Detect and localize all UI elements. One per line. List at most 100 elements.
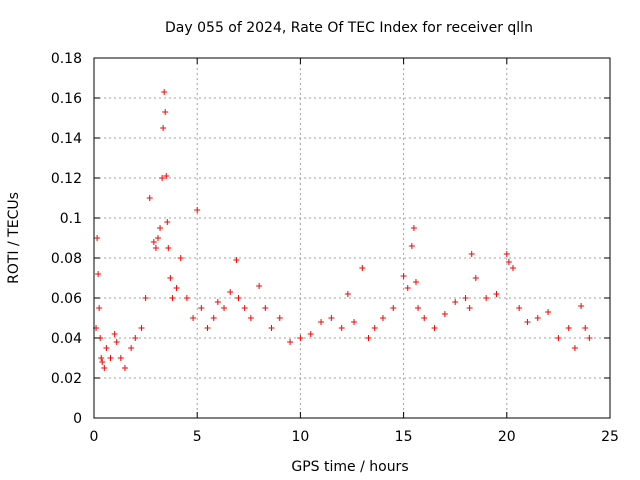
data-point xyxy=(318,319,325,325)
data-point xyxy=(390,305,397,311)
data-point xyxy=(400,273,407,279)
data-point xyxy=(107,355,114,361)
data-points xyxy=(93,89,593,371)
y-tick-label: 0.14 xyxy=(51,131,82,147)
y-tick-label: 0.1 xyxy=(60,211,82,227)
data-point xyxy=(565,325,572,331)
data-point xyxy=(371,325,378,331)
x-tick-labels: 0 5 10 15 20 25 xyxy=(90,429,619,445)
data-point xyxy=(404,285,411,291)
x-tick-label: 20 xyxy=(498,429,516,445)
data-point xyxy=(164,219,171,225)
data-point xyxy=(268,325,275,331)
data-point xyxy=(493,291,500,297)
x-tick-label: 15 xyxy=(395,429,413,445)
data-point xyxy=(571,345,578,351)
data-point xyxy=(241,305,248,311)
data-point xyxy=(472,275,479,281)
data-point xyxy=(516,305,523,311)
data-point xyxy=(365,335,372,341)
data-point xyxy=(103,345,110,351)
data-point xyxy=(410,225,417,231)
data-point xyxy=(578,303,585,309)
data-point xyxy=(113,339,120,345)
data-point xyxy=(483,295,490,301)
y-tick-label: 0.06 xyxy=(51,291,82,307)
data-point xyxy=(194,207,201,213)
data-point xyxy=(328,315,335,321)
data-point xyxy=(173,285,180,291)
data-point xyxy=(582,325,589,331)
data-point xyxy=(287,339,294,345)
plot-frame xyxy=(93,57,611,419)
data-point xyxy=(138,325,145,331)
data-point xyxy=(167,275,174,281)
grid-lines xyxy=(94,58,610,418)
data-point xyxy=(233,257,240,263)
y-tick-label: 0 xyxy=(73,411,82,427)
data-point xyxy=(169,295,176,301)
data-point xyxy=(545,309,552,315)
data-point xyxy=(524,319,531,325)
data-point xyxy=(214,299,221,305)
data-point xyxy=(190,315,197,321)
data-point xyxy=(150,239,157,245)
data-point xyxy=(121,365,128,371)
data-point xyxy=(468,251,475,257)
data-point xyxy=(441,311,448,317)
data-point xyxy=(586,335,593,341)
data-point xyxy=(117,355,124,361)
data-point xyxy=(359,265,366,271)
data-point xyxy=(297,335,304,341)
data-point xyxy=(503,251,510,257)
chart-title: Day 055 of 2024, Rate Of TEC Index for r… xyxy=(165,20,533,36)
data-point xyxy=(154,235,161,241)
data-point xyxy=(157,225,164,231)
data-point xyxy=(99,359,106,365)
data-point xyxy=(408,243,415,249)
y-tick-label: 0.16 xyxy=(51,91,82,107)
data-point xyxy=(466,305,473,311)
data-point xyxy=(165,245,172,251)
data-point xyxy=(221,305,228,311)
x-tick-label: 5 xyxy=(193,429,202,445)
y-tick-label: 0.08 xyxy=(51,251,82,267)
y-tick-label: 0.02 xyxy=(51,371,82,387)
data-point xyxy=(379,315,386,321)
data-point xyxy=(210,315,217,321)
y-tick-labels: 0 0.02 0.04 0.06 0.08 0.1 0.12 0.14 0.16 0.18 xyxy=(51,51,82,427)
data-point xyxy=(555,335,562,341)
data-point xyxy=(98,355,105,361)
x-tick-label: 0 xyxy=(90,429,99,445)
data-point xyxy=(415,305,422,311)
data-point xyxy=(421,315,428,321)
axis-ticks xyxy=(93,57,611,419)
data-point xyxy=(161,89,168,95)
data-point xyxy=(160,125,167,131)
data-point xyxy=(146,195,153,201)
data-point xyxy=(227,289,234,295)
y-axis-label: ROTI / TECUs xyxy=(6,192,22,284)
data-point xyxy=(235,295,242,301)
data-point xyxy=(142,295,149,301)
y-tick-label: 0.04 xyxy=(51,331,82,347)
data-point xyxy=(338,325,345,331)
data-point xyxy=(128,345,135,351)
data-point xyxy=(276,315,283,321)
data-point xyxy=(247,315,254,321)
data-point xyxy=(307,331,314,337)
x-tick-label: 25 xyxy=(601,429,619,445)
data-point xyxy=(159,175,166,181)
data-point xyxy=(198,305,205,311)
y-tick-label: 0.18 xyxy=(51,51,82,67)
data-point xyxy=(183,295,190,301)
data-point xyxy=(132,335,139,341)
data-point xyxy=(262,305,269,311)
data-point xyxy=(95,271,102,277)
x-tick-label: 10 xyxy=(291,429,309,445)
data-point xyxy=(162,109,169,115)
data-point xyxy=(101,365,108,371)
data-point xyxy=(351,319,358,325)
data-point xyxy=(152,245,159,251)
